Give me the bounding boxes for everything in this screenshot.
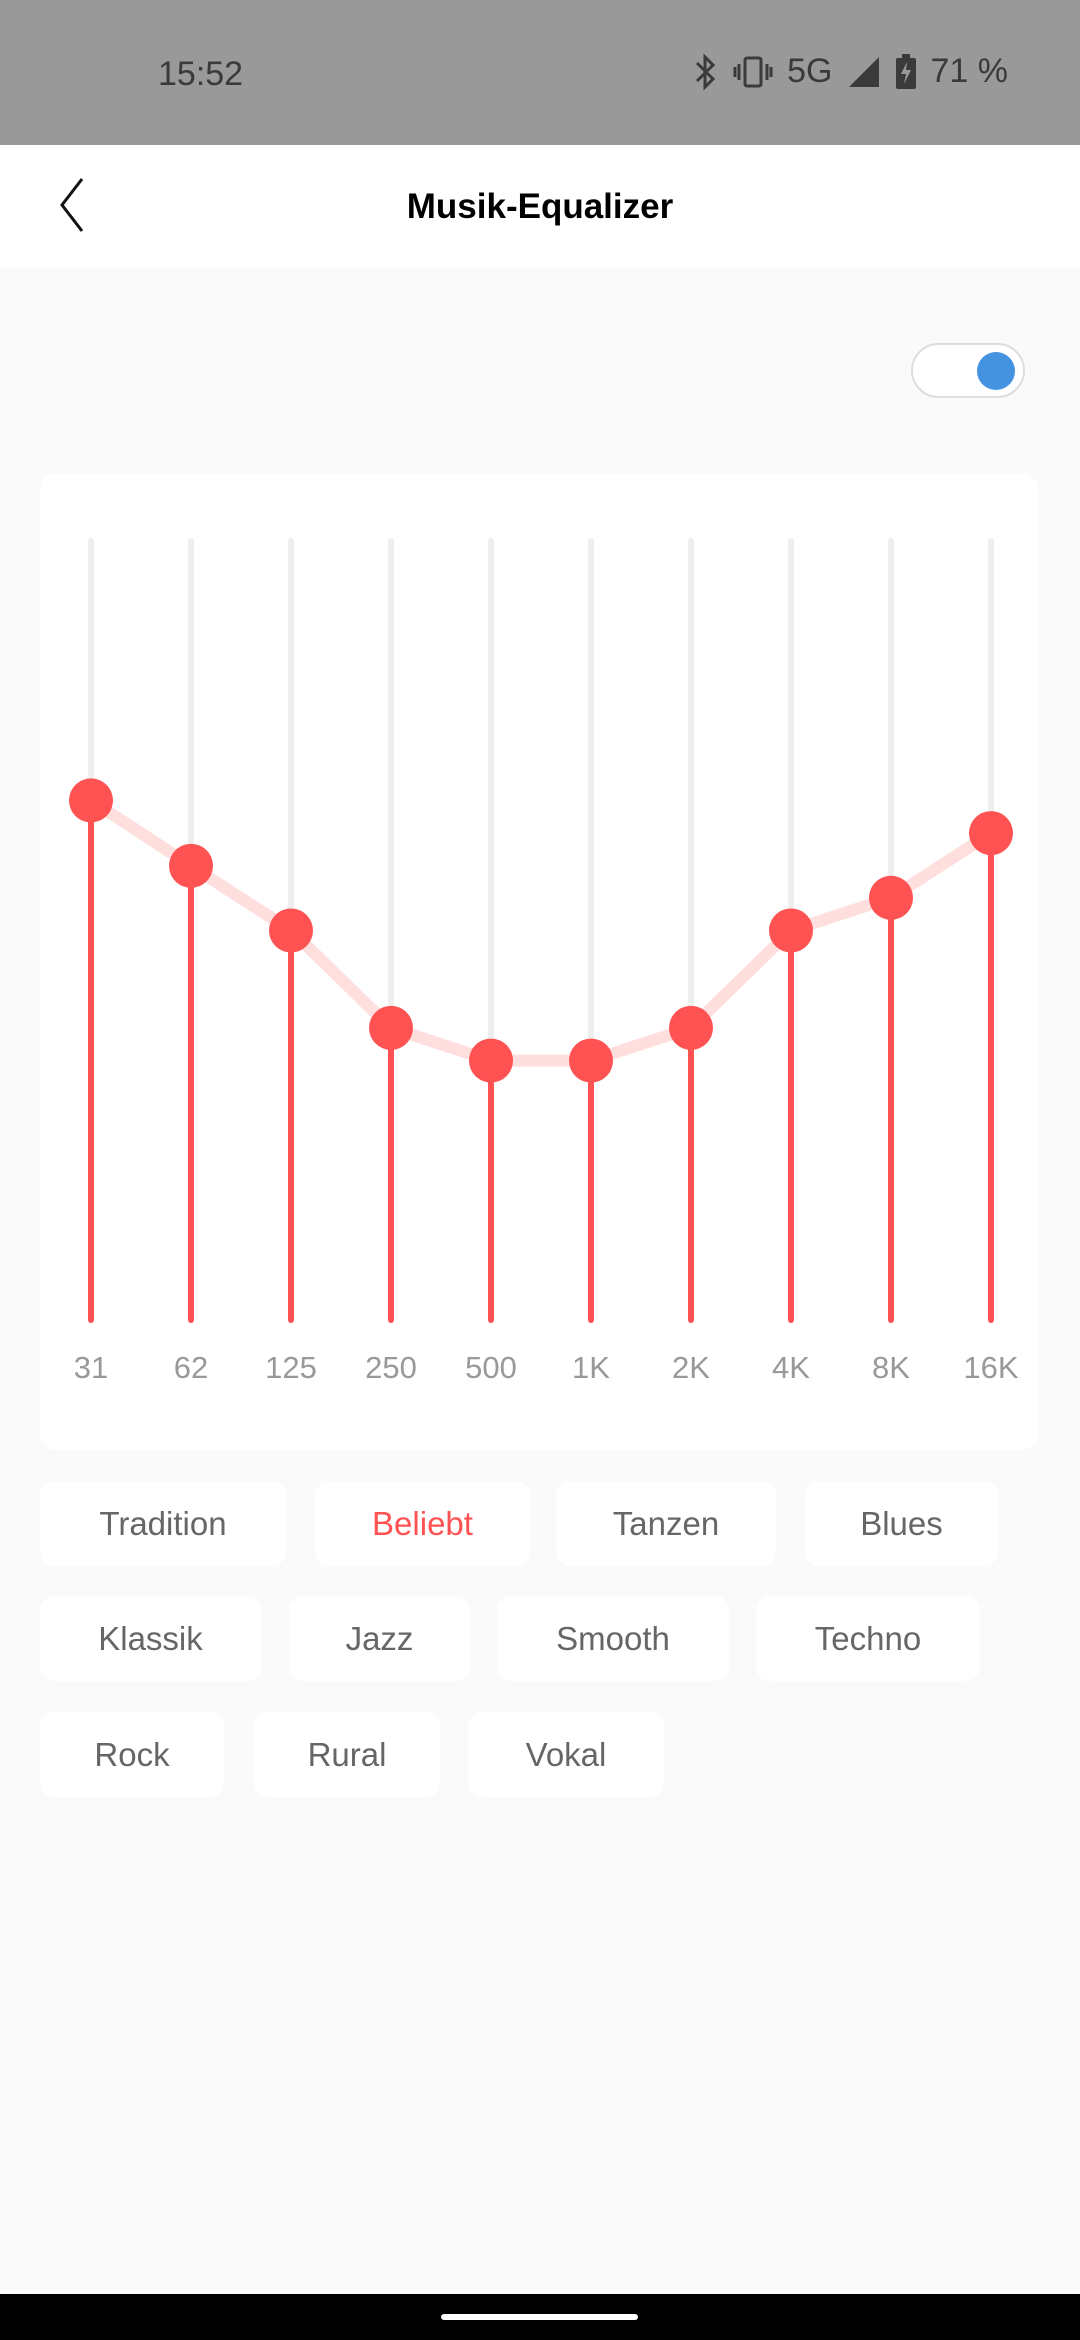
equalizer-card: 31 62 125 250 500 1K 2K 4K 8K 16K bbox=[40, 473, 1038, 1450]
battery-level: 71 % bbox=[930, 52, 1009, 90]
slider-handle-8K[interactable] bbox=[869, 875, 913, 920]
slider-handle-4K[interactable] bbox=[769, 908, 813, 953]
slider-handle-62[interactable] bbox=[169, 843, 213, 888]
preset-rock[interactable]: Rock bbox=[40, 1712, 224, 1797]
band-label: 125 bbox=[265, 1350, 317, 1385]
slider-handle-250[interactable] bbox=[369, 1005, 413, 1050]
preset-vokal[interactable]: Vokal bbox=[468, 1712, 664, 1797]
preset-techno[interactable]: Techno bbox=[756, 1596, 980, 1681]
navigation-bar bbox=[0, 2294, 1080, 2340]
status-bar: 15:52 5G 71 % bbox=[0, 0, 1080, 145]
slider-handle-16K[interactable] bbox=[969, 811, 1013, 856]
band-label: 16K bbox=[963, 1350, 1018, 1385]
app-header: Musik-Equalizer bbox=[0, 145, 1080, 268]
band-label: 1K bbox=[572, 1350, 610, 1385]
bluetooth-icon bbox=[696, 53, 716, 90]
slider-handle-31[interactable] bbox=[69, 778, 113, 823]
slider-handle-2K[interactable] bbox=[669, 1005, 713, 1050]
page-title: Musik-Equalizer bbox=[406, 187, 674, 226]
band-label: 4K bbox=[772, 1350, 810, 1385]
preset-beliebt[interactable]: Beliebt bbox=[315, 1481, 530, 1566]
equalizer-chart[interactable]: 31 62 125 250 500 1K 2K 4K 8K 16K bbox=[40, 473, 1038, 1450]
slider-handle-500[interactable] bbox=[469, 1038, 513, 1083]
slider-handle-1K[interactable] bbox=[569, 1038, 613, 1083]
equalizer-toggle[interactable] bbox=[911, 343, 1025, 398]
status-time: 15:52 bbox=[158, 55, 244, 93]
slider-handle-125[interactable] bbox=[269, 908, 313, 953]
preset-tradition[interactable]: Tradition bbox=[40, 1481, 286, 1566]
band-label: 31 bbox=[74, 1350, 108, 1385]
preset-tanzen[interactable]: Tanzen bbox=[556, 1481, 776, 1566]
preset-smooth[interactable]: Smooth bbox=[497, 1596, 729, 1681]
band-label: 62 bbox=[174, 1350, 208, 1385]
chevron-left-icon[interactable] bbox=[52, 175, 92, 235]
preset-klassik[interactable]: Klassik bbox=[40, 1596, 261, 1681]
band-label: 250 bbox=[365, 1350, 417, 1385]
preset-blues[interactable]: Blues bbox=[805, 1481, 998, 1566]
network-type: 5G bbox=[787, 52, 833, 90]
preset-jazz[interactable]: Jazz bbox=[289, 1596, 470, 1681]
signal-icon bbox=[848, 56, 879, 87]
battery-charging-icon bbox=[895, 53, 916, 89]
band-label: 8K bbox=[872, 1350, 910, 1385]
vibrate-icon bbox=[733, 56, 773, 87]
home-gesture-handle[interactable] bbox=[441, 2314, 638, 2320]
eq-curve bbox=[87, 795, 995, 1067]
toggle-knob bbox=[977, 352, 1015, 390]
band-label: 2K bbox=[672, 1350, 710, 1385]
band-label: 500 bbox=[465, 1350, 517, 1385]
preset-rural[interactable]: Rural bbox=[254, 1712, 440, 1797]
